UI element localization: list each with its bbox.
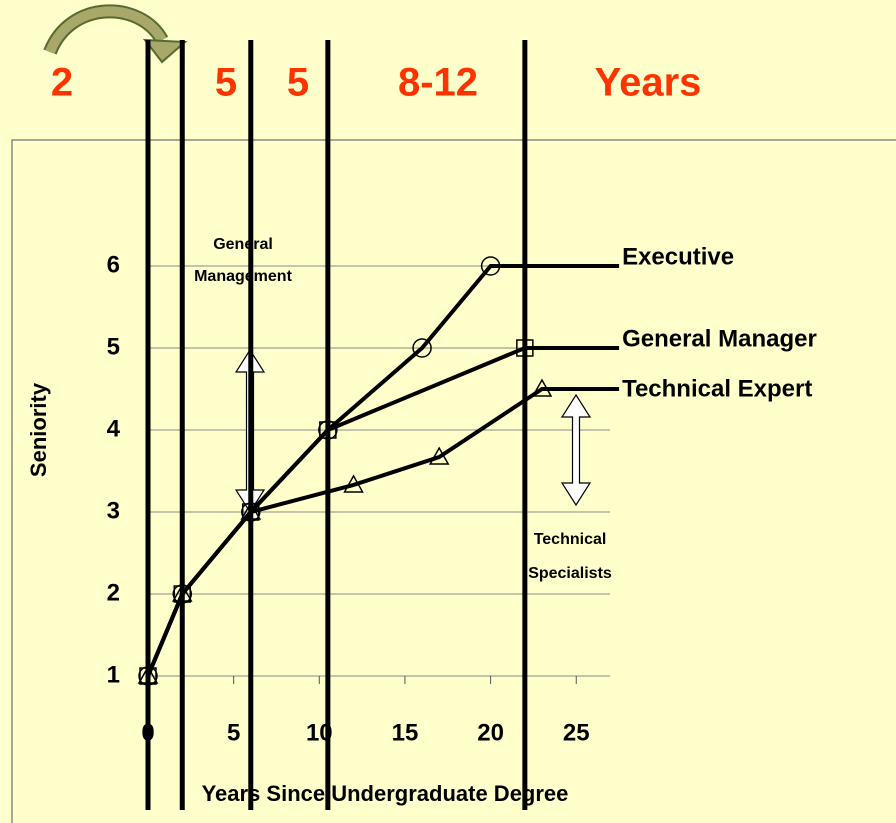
y-tick-label: 2 (107, 579, 120, 606)
marker (343, 474, 364, 493)
interval-label: 5 (215, 61, 237, 105)
y-tick-label: 6 (107, 251, 120, 278)
marker (137, 665, 159, 684)
series-label: Executive (622, 243, 734, 270)
interval-label: 5 (287, 61, 309, 105)
curved-arrow (45, 6, 167, 55)
plot-frame (11, 139, 896, 823)
double-arrow (560, 393, 592, 507)
marker (480, 256, 501, 276)
x-tick-label: 15 (392, 719, 419, 746)
curved-arrow-head (142, 38, 188, 64)
series-label: General Manager (622, 325, 817, 352)
y-tick-label: 4 (107, 415, 121, 442)
series-line (146, 387, 620, 677)
x-tick-label: 20 (477, 719, 504, 746)
interval-label: Years (595, 61, 702, 105)
y-axis-label: Seniority (26, 382, 51, 477)
y-tick-label: 5 (107, 333, 120, 360)
y-tick-label: 3 (107, 497, 120, 524)
marker (516, 339, 534, 357)
interval-label: 2 (51, 61, 73, 105)
marker (428, 446, 450, 465)
marker (531, 378, 553, 397)
annotation: General Management (194, 236, 292, 285)
marker (319, 421, 337, 439)
y-tick-label: 1 (107, 661, 120, 688)
x-tick-label: 25 (563, 719, 590, 746)
x-axis-label: Years Since Undergraduate Degree (202, 781, 569, 806)
interval-label: 8-12 (398, 61, 478, 105)
marker (171, 583, 193, 602)
marker (412, 338, 432, 358)
marker (240, 501, 262, 520)
annotation: Technical Specialists (528, 531, 612, 582)
series-label: Technical Expert (622, 375, 812, 402)
marker (318, 420, 338, 440)
x-tick-label: 5 (227, 719, 240, 746)
